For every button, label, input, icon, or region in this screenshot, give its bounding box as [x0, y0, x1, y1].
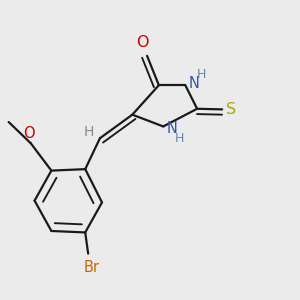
- Text: H: H: [84, 125, 94, 139]
- Text: H: H: [174, 132, 184, 145]
- Text: N: N: [166, 121, 177, 136]
- Text: O: O: [136, 35, 149, 50]
- Text: S: S: [226, 102, 236, 117]
- Text: O: O: [23, 126, 35, 141]
- Text: N: N: [188, 76, 199, 91]
- Text: H: H: [196, 68, 206, 81]
- Text: Br: Br: [84, 260, 100, 274]
